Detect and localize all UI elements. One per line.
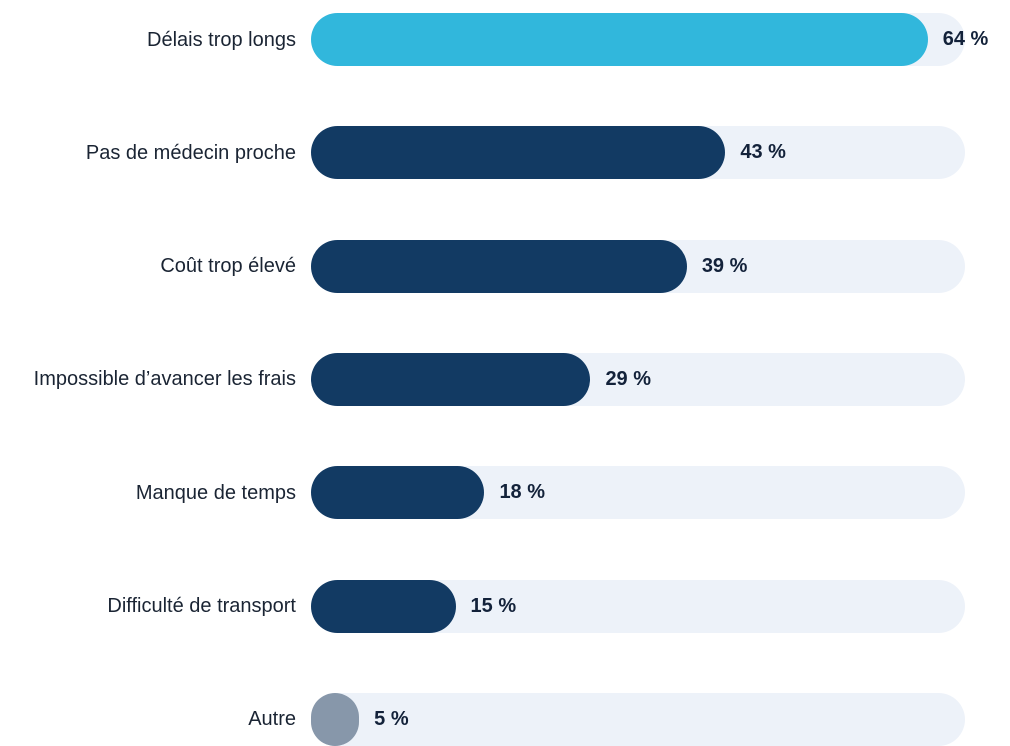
- bar: [311, 352, 591, 406]
- category-label: Manque de temps: [0, 466, 296, 519]
- bar: [311, 692, 360, 746]
- bar: [311, 126, 726, 180]
- value-label: 15 %: [470, 594, 517, 617]
- bar: [311, 13, 928, 66]
- bar: [311, 579, 456, 633]
- category-label: Autre: [0, 693, 296, 746]
- category-label: Coût trop élevé: [0, 240, 296, 293]
- category-text: Manque de temps: [135, 481, 296, 504]
- category-text: Autre: [248, 708, 296, 731]
- bar-track: [311, 692, 965, 746]
- category-label: Délais trop longs: [0, 13, 296, 66]
- category-label: Pas de médecin proche: [0, 126, 296, 179]
- category-text: Délais trop longs: [147, 28, 296, 51]
- category-text: Pas de médecin proche: [85, 141, 296, 164]
- value-label: 5 %: [374, 707, 409, 730]
- value-label: 39 %: [701, 254, 748, 277]
- value-label: 64 %: [942, 28, 989, 50]
- value-label: 29 %: [605, 367, 652, 390]
- bar: [311, 466, 485, 520]
- value-label: 18 %: [499, 481, 546, 504]
- value-label: 43 %: [740, 141, 786, 164]
- category-label: Difficulté de transport: [0, 580, 296, 633]
- category-text: Difficulté de transport: [107, 595, 296, 617]
- category-text: Impossible d’avancer les frais: [33, 368, 296, 391]
- bar: [311, 239, 687, 293]
- category-label: Impossible d’avancer les frais: [0, 353, 296, 406]
- category-text: Coût trop élevé: [160, 255, 296, 278]
